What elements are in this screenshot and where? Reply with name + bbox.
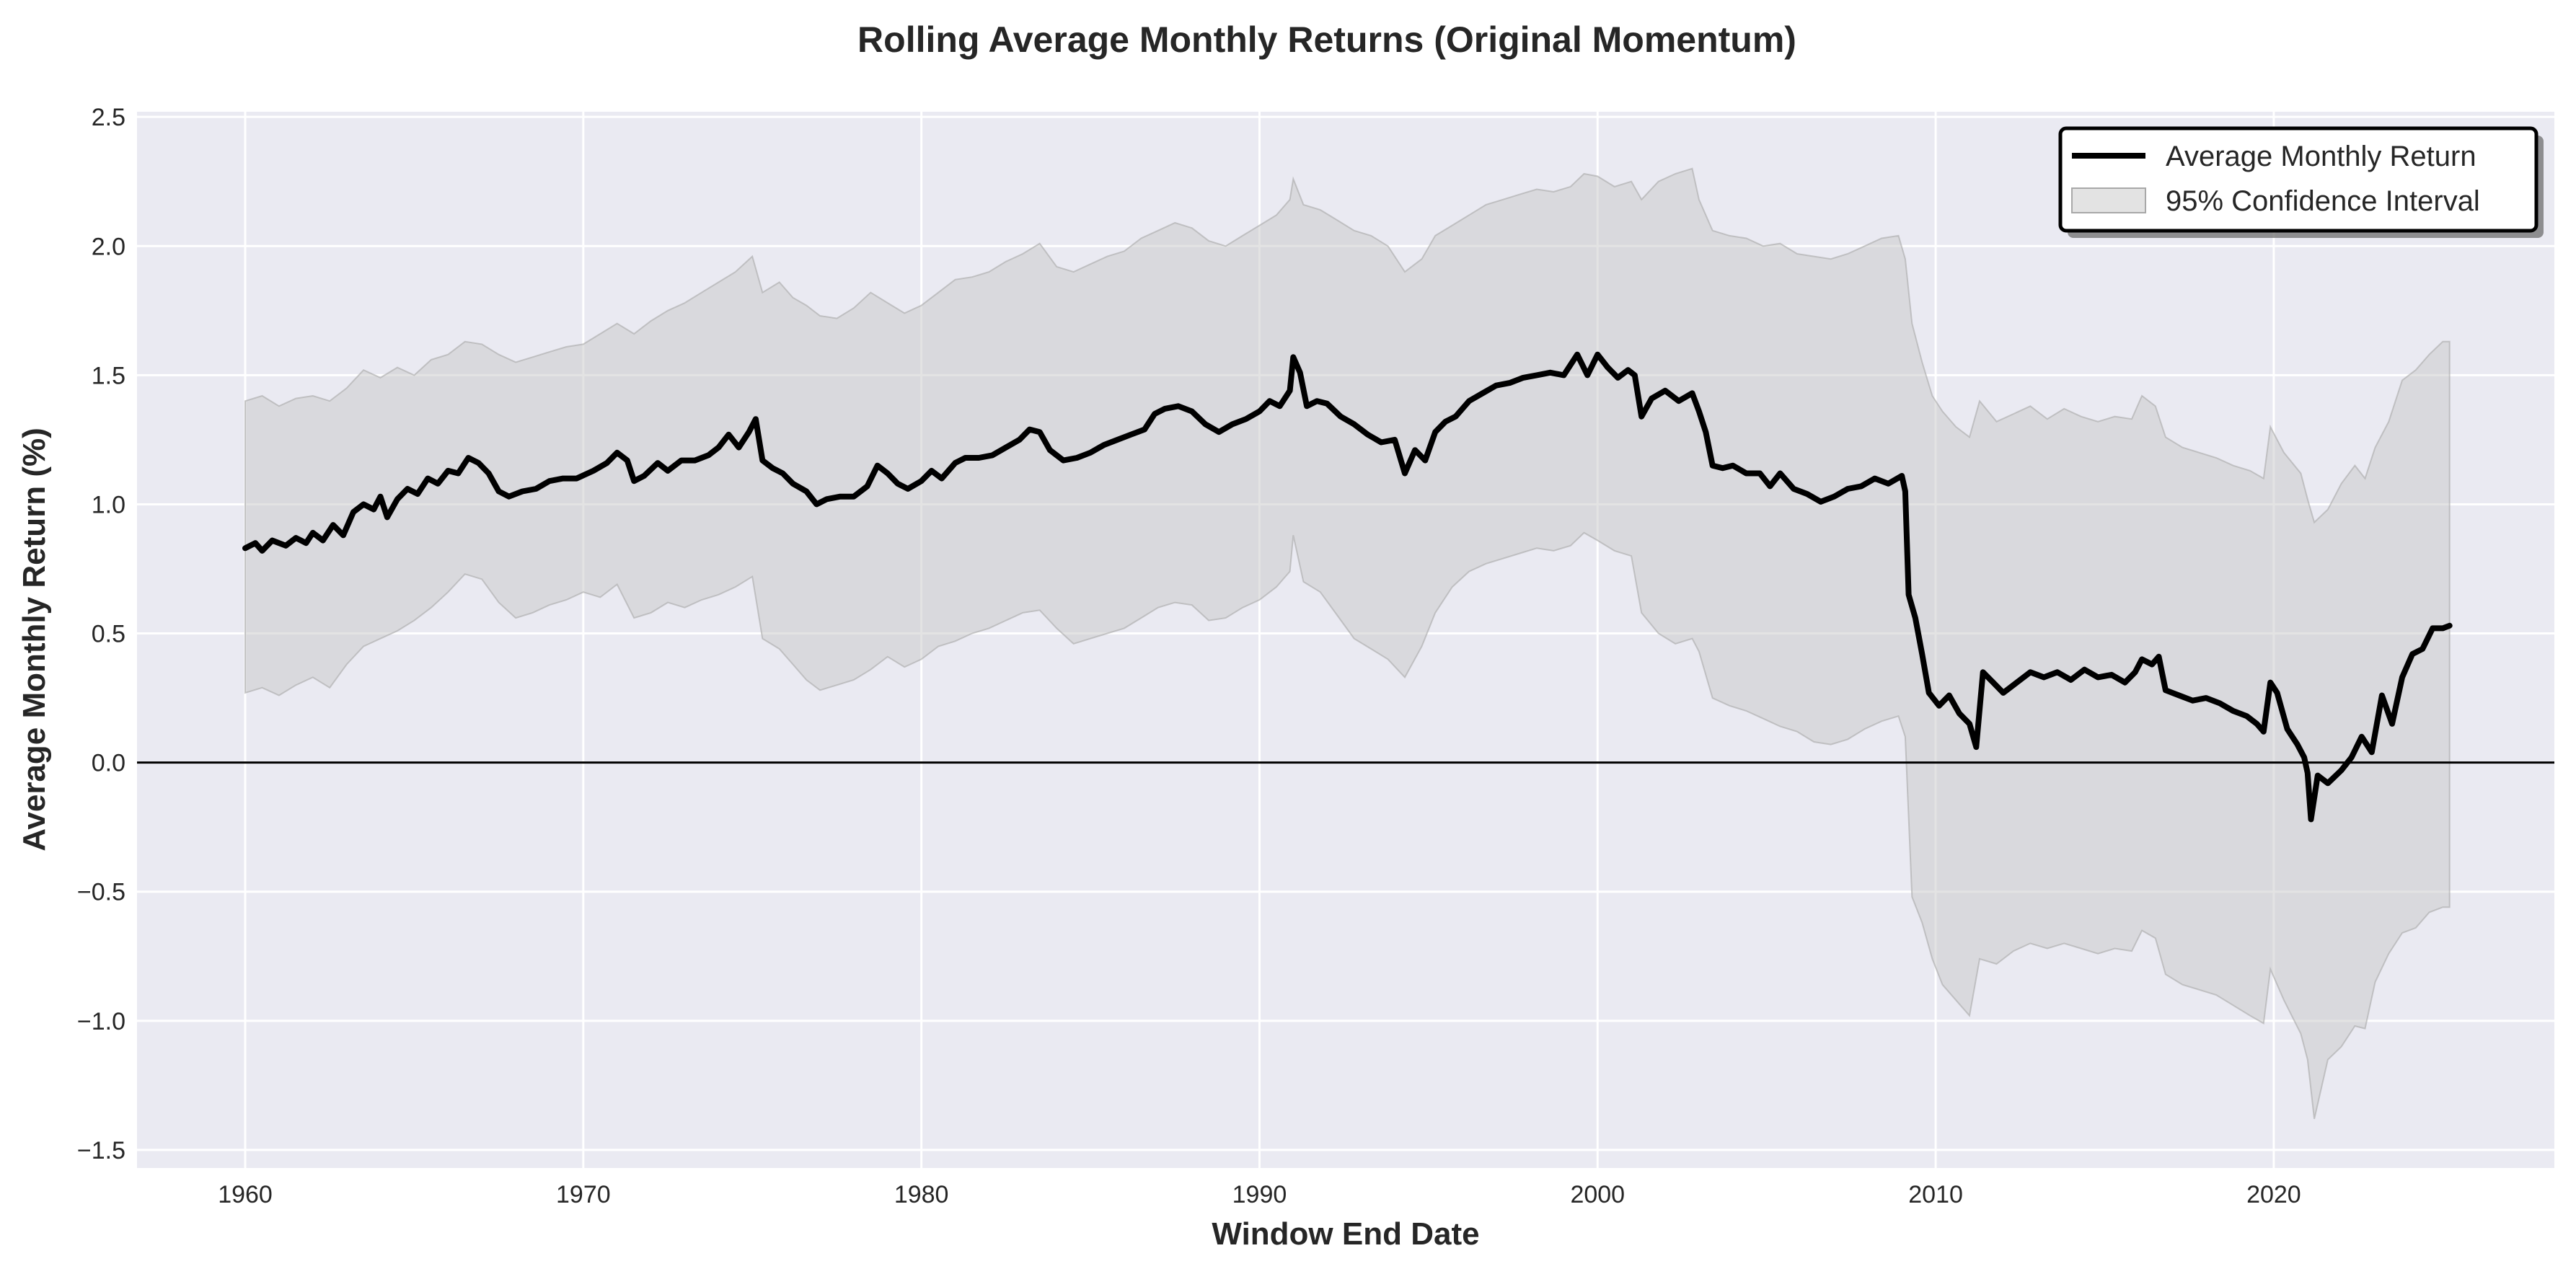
x-tick-label: 1990 — [1232, 1181, 1287, 1208]
average-monthly-return-line — [242, 351, 2453, 823]
x-tick-label: 1960 — [218, 1181, 273, 1208]
y-tick-label: 2.0 — [92, 233, 125, 260]
legend-label-ci: 95% Confidence Interval — [2166, 185, 2480, 217]
confidence-interval-band — [244, 167, 2451, 1120]
x-tick-label: 1970 — [556, 1181, 611, 1208]
legend-box — [2058, 126, 2538, 233]
y-tick-label: 1.0 — [92, 491, 125, 518]
x-tick-label: 2010 — [1908, 1181, 1963, 1208]
legend-label-average: Average Monthly Return — [2166, 141, 2476, 172]
x-tick-label: 2020 — [2246, 1181, 2301, 1208]
x-tick-label: 2000 — [1570, 1181, 1625, 1208]
y-axis-label: Average Monthly Return (%) — [17, 428, 52, 851]
legend: Average Monthly Return 95% Confidence In… — [2058, 126, 2544, 238]
chart-title: Rolling Average Monthly Returns (Origina… — [857, 19, 1796, 60]
x-axis-label: Window End Date — [1212, 1216, 1479, 1252]
y-tick-label: 1.5 — [92, 362, 125, 389]
legend-band-swatch — [2071, 187, 2146, 213]
y-axis-ticks: −1.5 −1.0 −0.5 0.0 0.5 1.0 1.5 2.0 2.5 — [77, 104, 125, 1164]
y-tick-label: −0.5 — [77, 879, 125, 906]
y-tick-label: 0.5 — [92, 621, 125, 648]
y-tick-label: −1.5 — [77, 1137, 125, 1164]
y-tick-label: −1.0 — [77, 1008, 125, 1035]
y-tick-label: 2.5 — [92, 104, 125, 131]
x-tick-label: 1980 — [894, 1181, 949, 1208]
y-tick-label: 0.0 — [92, 750, 125, 777]
x-axis-ticks: 1960 1970 1980 1990 2000 2010 2020 — [218, 1181, 2301, 1208]
